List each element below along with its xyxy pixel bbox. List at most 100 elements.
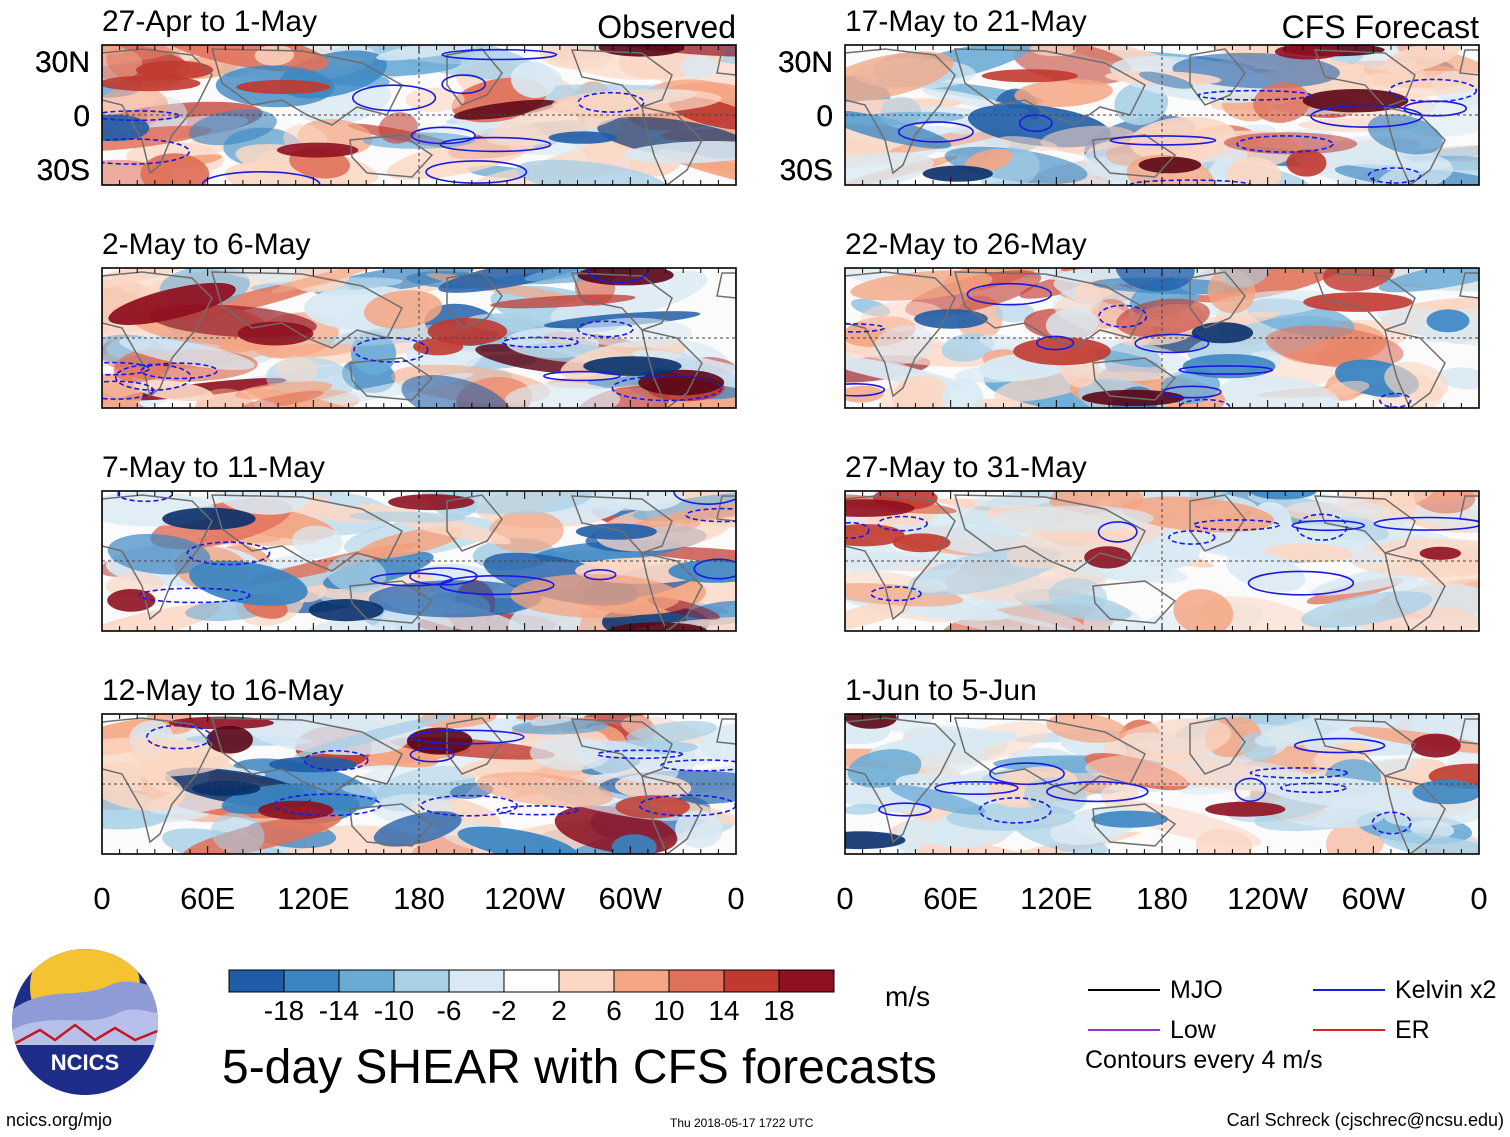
lat-tick-label: 0: [73, 100, 90, 133]
colorbar-level-label: 10: [653, 995, 684, 1026]
shear-anomaly-core: [308, 599, 384, 622]
coastline: [1092, 134, 1177, 178]
shear-anomaly-blob: [845, 385, 884, 403]
shear-anomaly-core: [922, 165, 993, 182]
shear-anomaly-core: [845, 831, 906, 850]
shear-anomaly-core: [268, 756, 357, 773]
kelvin-contour: [1367, 167, 1422, 184]
shear-anomaly-core: [1249, 491, 1317, 500]
shear-anomaly-blob: [873, 325, 935, 365]
coastline: [1092, 803, 1177, 847]
shear-anomaly-blob: [1384, 361, 1449, 402]
coastline: [716, 718, 736, 745]
kelvin-contour: [934, 781, 1019, 796]
kelvin-contour: [1036, 335, 1075, 351]
kelvin-contour: [685, 507, 736, 523]
coastline: [1092, 357, 1177, 401]
colorbar-level-label: 2: [551, 995, 567, 1026]
shear-anomaly-core: [611, 834, 657, 854]
colorbar-level-label: -2: [492, 995, 517, 1026]
map-panel-observed-0: 27-Apr to 1-May 30N 0 30S: [35, 5, 737, 187]
shear-anomaly-blob: [510, 573, 681, 618]
legend-label-mjo: MJO: [1170, 976, 1223, 1004]
shear-anomaly-blob: [578, 317, 693, 348]
kelvin-contour: [409, 567, 478, 586]
kelvin-contour: [542, 370, 621, 382]
map-panel-observed-2: 7-May to 11-May 30N 0 30S: [35, 46, 737, 632]
lat-tick-label: 30S: [780, 154, 833, 187]
shear-anomaly-blob: [134, 379, 214, 402]
map-field: [845, 268, 1479, 408]
map-panel-forecast-2: 27-May to 31-May 30N 0 30S: [778, 46, 1480, 632]
map-panel-observed-1: 2-May to 6-May 30N 0 30S: [35, 46, 737, 409]
coastline: [1459, 272, 1479, 299]
colorbar-bin: [668, 969, 725, 993]
shear-anomaly-core: [1303, 292, 1413, 312]
coastline: [1384, 775, 1446, 854]
shear-anomaly-blob: [1324, 380, 1370, 396]
shear-anomaly-blob: [457, 826, 577, 854]
shear-anomaly-core: [206, 725, 253, 754]
coastline: [716, 495, 736, 522]
shear-anomaly-blob: [1378, 268, 1479, 293]
shear-anomaly-core: [102, 75, 201, 92]
shear-anomaly-blob: [376, 45, 486, 61]
shear-anomaly-core: [1084, 546, 1131, 569]
coastline: [570, 272, 673, 331]
coastline: [446, 717, 503, 775]
kelvin-contour: [576, 320, 634, 338]
lat-tick-label: 30N: [778, 46, 833, 79]
colorbar-level-label: -6: [437, 995, 462, 1026]
shear-anomaly-blob: [615, 795, 690, 819]
footer-url[interactable]: ncics.org/mjo: [6, 1110, 113, 1130]
shear-anomaly-core: [914, 309, 988, 329]
map-field: [102, 268, 736, 408]
coastline: [1459, 718, 1479, 745]
kelvin-contour: [102, 380, 154, 400]
shear-anomaly-blob: [438, 268, 593, 293]
colorbar-bin: [723, 969, 780, 993]
coastline: [845, 48, 956, 175]
coastline: [716, 272, 736, 299]
coastline: [446, 494, 503, 552]
shear-anomaly-blob: [928, 607, 1085, 631]
panel-period-label: 1-Jun to 5-Jun: [845, 674, 1037, 707]
kelvin-contour: [145, 724, 213, 750]
shear-anomaly-core: [1412, 779, 1479, 805]
kelvin-contour: [1178, 398, 1231, 408]
coastline: [641, 775, 703, 854]
shear-anomaly-blob: [991, 505, 1154, 532]
panel-period-label: 2-May to 6-May: [102, 228, 310, 261]
kelvin-contour: [501, 336, 579, 349]
kelvin-contour: [1098, 304, 1148, 328]
shear-anomaly-blob: [941, 378, 984, 408]
kelvin-contour: [439, 136, 552, 153]
shear-anomaly-blob: [108, 282, 236, 325]
kelvin-contour: [1279, 782, 1347, 794]
panel-period-label: 22-May to 26-May: [845, 228, 1087, 261]
shear-anomaly-blob: [386, 134, 537, 180]
shear-anomaly-core: [1091, 810, 1168, 828]
coastline: [845, 271, 956, 398]
kelvin-contour: [102, 110, 180, 122]
shear-anomaly-blob: [189, 560, 308, 606]
shear-anomaly-blob: [908, 578, 948, 593]
shear-anomaly-blob: [240, 390, 324, 408]
shear-anomaly-blob: [1138, 71, 1194, 89]
shear-anomaly-blob: [993, 303, 1036, 323]
shear-anomaly-core: [136, 60, 214, 80]
shear-anomaly-blob: [401, 374, 510, 408]
shear-anomaly-blob: [276, 356, 319, 383]
shear-anomaly-core: [1138, 156, 1202, 174]
map-field: [102, 45, 736, 185]
kelvin-contour: [1109, 135, 1217, 146]
kelvin-contour: [425, 160, 528, 184]
lon-tick-label: 0: [836, 881, 853, 916]
logo-artwork: NCICS: [12, 949, 158, 1095]
logo-line: [12, 1023, 158, 1047]
coastline: [641, 552, 703, 631]
shear-anomaly-blob: [632, 497, 736, 528]
kelvin-contour: [1178, 365, 1274, 375]
coastline: [1313, 495, 1416, 554]
shear-anomaly-blob: [213, 491, 311, 515]
